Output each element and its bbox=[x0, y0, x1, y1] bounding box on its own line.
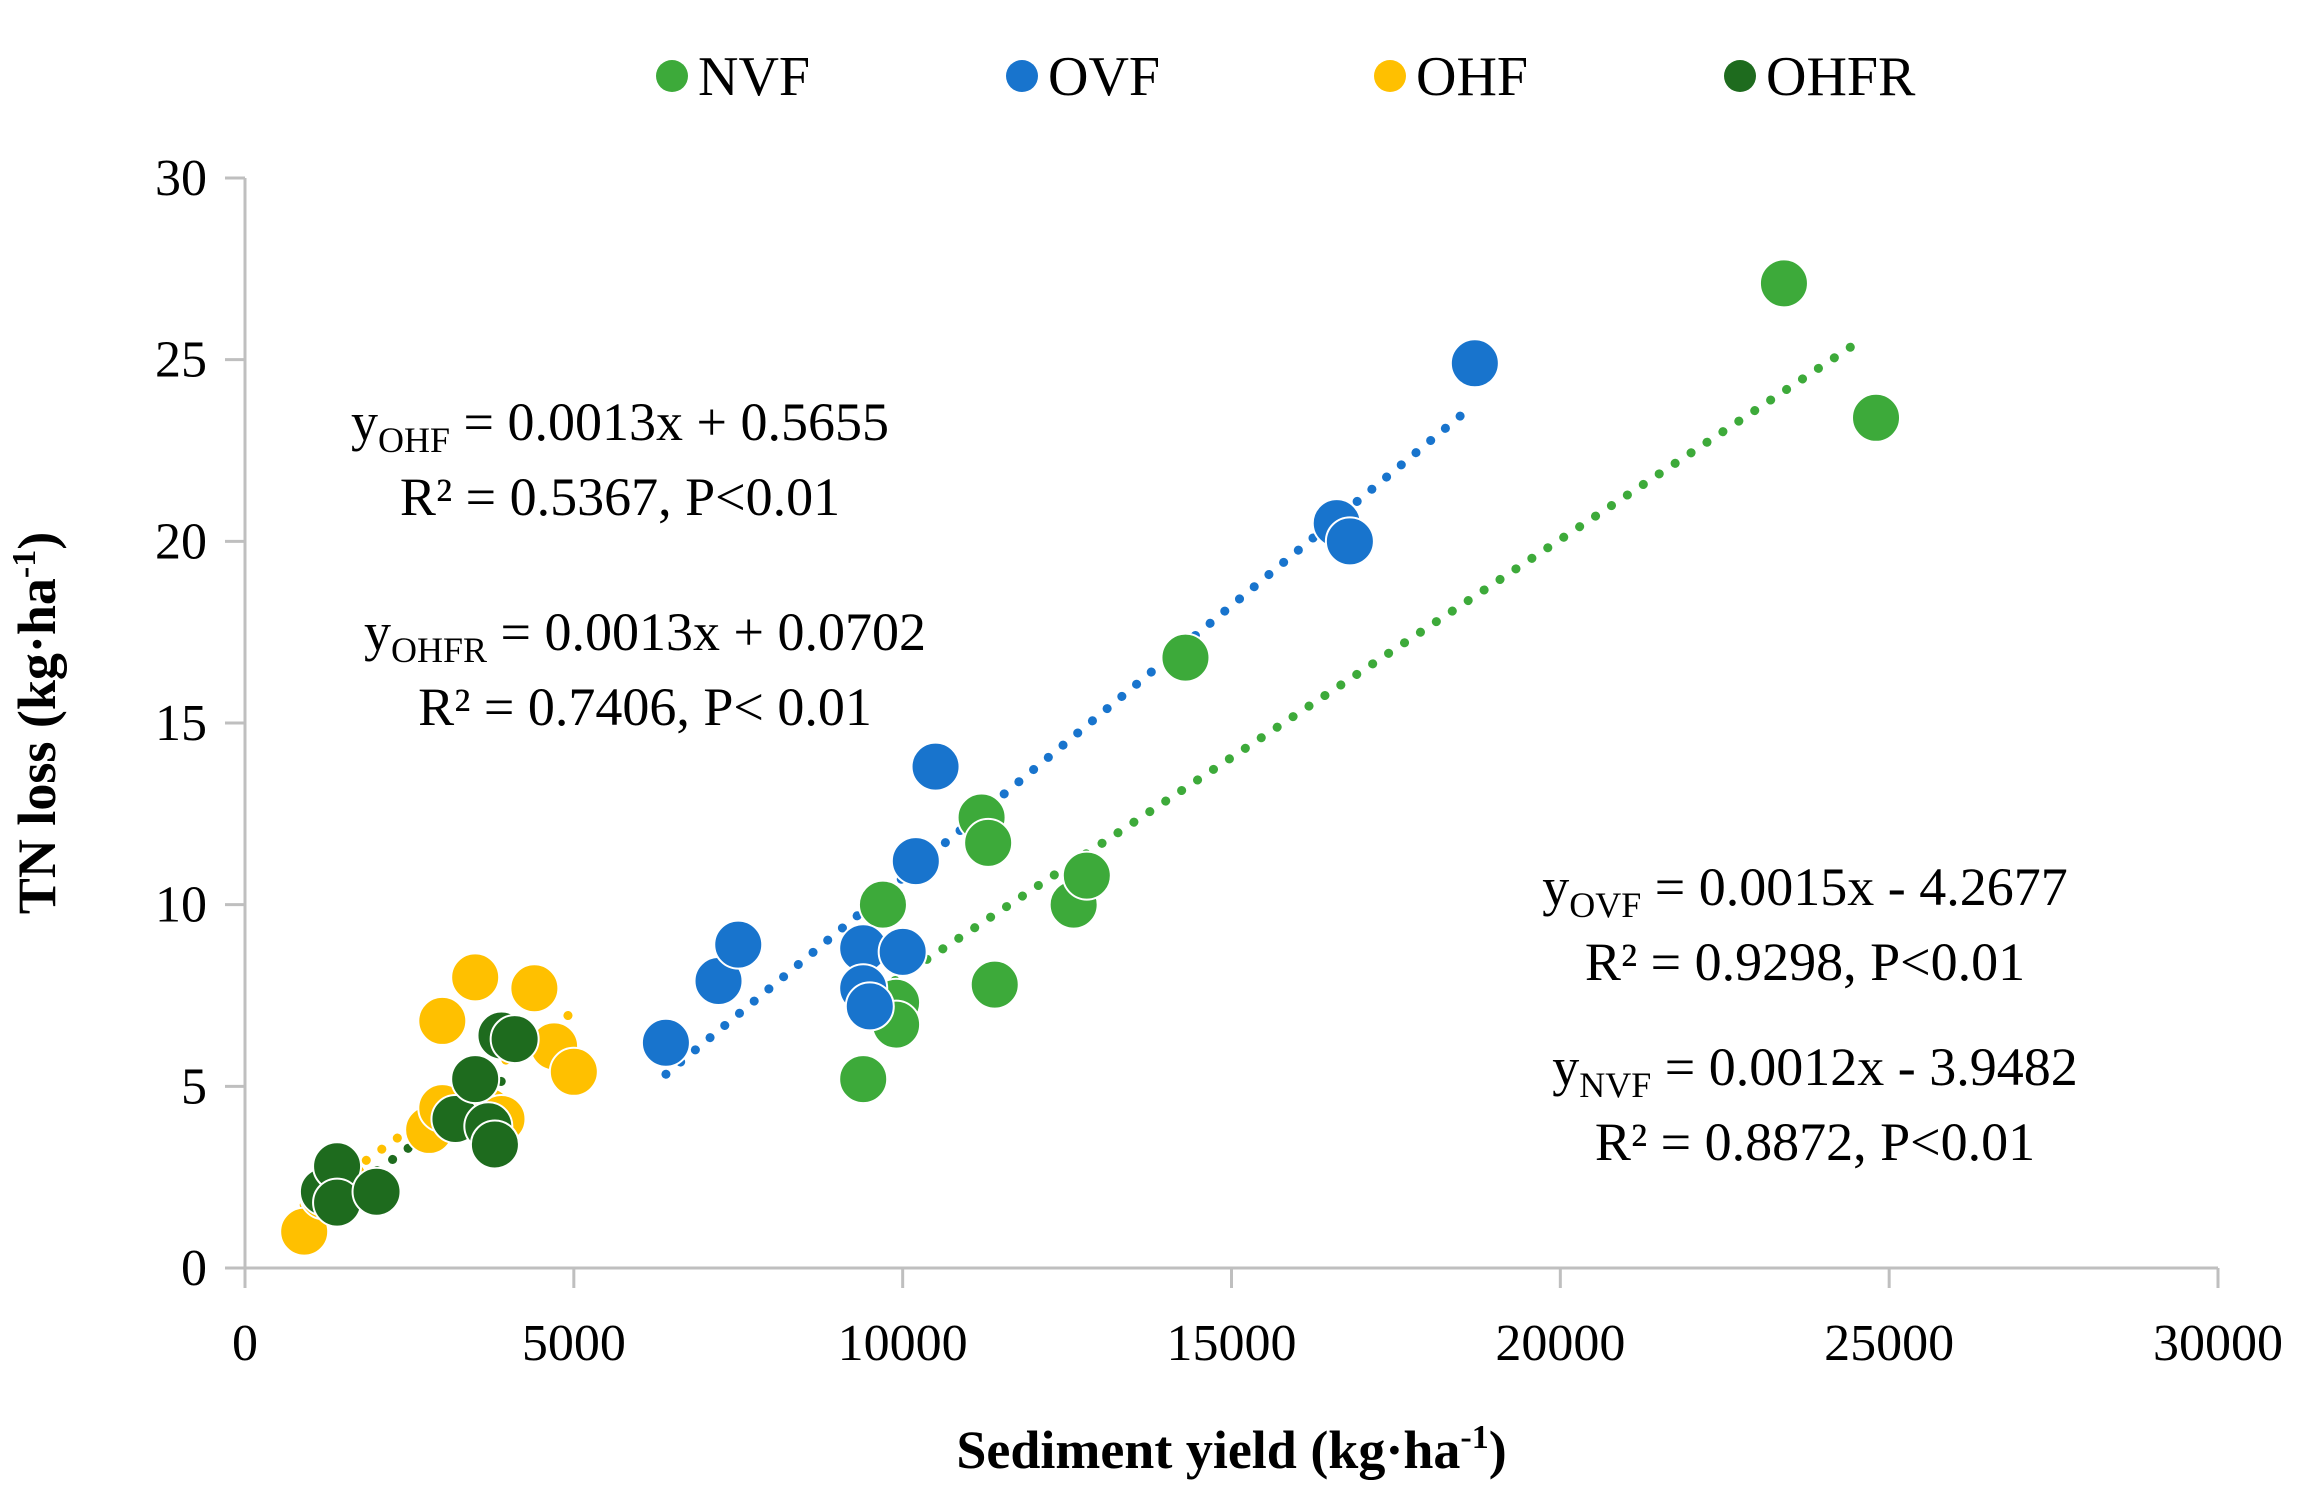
x-tick-label: 30000 bbox=[2153, 1315, 2283, 1372]
point-nvf bbox=[963, 817, 1014, 868]
point-nvf bbox=[1758, 258, 1809, 309]
x-axis-title: Sediment yield (kg·ha-1) bbox=[956, 1419, 1506, 1480]
equation-rhs: = 0.0015x - 4.2677 bbox=[1641, 857, 2067, 917]
equation-rhs: = 0.0013x + 0.0702 bbox=[487, 602, 926, 662]
legend-label-ovf: OVF bbox=[1048, 46, 1160, 108]
equation-y: y bbox=[1542, 857, 1569, 917]
point-nvf bbox=[857, 879, 908, 930]
point-ovf bbox=[640, 1017, 691, 1068]
y-tick-label: 5 bbox=[181, 1058, 207, 1115]
point-ohfr bbox=[450, 1054, 501, 1105]
y-tick-label: 30 bbox=[155, 150, 207, 207]
y-tick-label: 25 bbox=[155, 332, 207, 389]
equation-y: y bbox=[364, 602, 391, 662]
point-ovf bbox=[1449, 338, 1500, 389]
y-tick-label: 20 bbox=[155, 513, 207, 570]
equation-rhs: = 0.0013x + 0.5655 bbox=[450, 392, 889, 452]
point-nvf bbox=[838, 1054, 889, 1105]
r-squared-nvf: R² = 0.8872, P<0.01 bbox=[1595, 1112, 2035, 1172]
y-axis-title: TN loss (kg·ha-1) bbox=[6, 532, 67, 914]
legend-label-ohf: OHF bbox=[1416, 46, 1528, 108]
point-nvf bbox=[969, 959, 1020, 1010]
point-ohfr bbox=[351, 1166, 402, 1217]
equation-subscript: OHF bbox=[378, 420, 450, 460]
x-tick-label: 5000 bbox=[522, 1315, 626, 1372]
x-tick-label: 10000 bbox=[838, 1315, 968, 1372]
r-squared-ovf: R² = 0.9298, P<0.01 bbox=[1585, 932, 2025, 992]
point-ovf bbox=[910, 741, 961, 792]
point-ohf bbox=[450, 952, 501, 1003]
y-tick-label: 0 bbox=[181, 1240, 207, 1297]
equation-ohf: yOHF = 0.0013x + 0.5655 bbox=[351, 392, 889, 460]
equation-y: y bbox=[351, 392, 378, 452]
equation-subscript: OVF bbox=[1569, 885, 1641, 925]
legend-marker-ohfr bbox=[1724, 60, 1756, 92]
point-ovf bbox=[877, 926, 928, 977]
point-ohf bbox=[548, 1046, 599, 1097]
point-ohfr bbox=[489, 1014, 540, 1065]
point-ovf bbox=[844, 981, 895, 1032]
y-axis-title-text: TN loss (kg·ha bbox=[7, 578, 67, 914]
legend-label-ohfr: OHFR bbox=[1766, 46, 1916, 108]
legend-marker-nvf bbox=[656, 60, 688, 92]
point-ovf bbox=[1324, 516, 1375, 567]
legend-marker-ohf bbox=[1374, 60, 1406, 92]
point-nvf bbox=[1851, 392, 1902, 443]
point-ohfr bbox=[469, 1119, 520, 1170]
equation-nvf: yNVF = 0.0012x - 3.9482 bbox=[1552, 1037, 2077, 1105]
y-tick-label: 10 bbox=[155, 877, 207, 934]
y-axis-title-sup: -1 bbox=[6, 550, 43, 578]
axis-titles: Sediment yield (kg·ha-1)TN loss (kg·ha-1… bbox=[6, 532, 1507, 1480]
legend: NVF OVF OHF OHFR bbox=[656, 46, 1916, 108]
x-tick-label: 25000 bbox=[1824, 1315, 1954, 1372]
axes-layer: 0 5 10 15 20 25 30 0 5000 10000 15000 20000 25000 300… bbox=[155, 150, 2283, 1372]
x-axis-title-sup: -1 bbox=[1460, 1419, 1488, 1456]
legend-marker-ovf bbox=[1006, 60, 1038, 92]
equation-subscript: OHFR bbox=[391, 630, 487, 670]
x-axis-title-end: ) bbox=[1489, 1420, 1507, 1480]
y-tick-label: 15 bbox=[155, 695, 207, 752]
equation-y: y bbox=[1552, 1037, 1579, 1097]
equation-rhs: = 0.0012x - 3.9482 bbox=[1651, 1037, 2077, 1097]
x-tick-label: 20000 bbox=[1495, 1315, 1625, 1372]
x-tick-label: 15000 bbox=[1167, 1315, 1297, 1372]
equation-ohfr: yOHFR = 0.0013x + 0.0702 bbox=[364, 602, 926, 670]
point-nvf bbox=[1160, 632, 1211, 683]
x-tick-label: 0 bbox=[232, 1315, 258, 1372]
equation-subscript: NVF bbox=[1579, 1065, 1651, 1105]
legend-label-nvf: NVF bbox=[698, 46, 810, 108]
point-ovf bbox=[713, 919, 764, 970]
point-nvf bbox=[1061, 850, 1112, 901]
r-squared-ohf: R² = 0.5367, P<0.01 bbox=[400, 467, 840, 527]
point-ohf bbox=[417, 995, 468, 1046]
point-ovf bbox=[890, 836, 941, 887]
points-layer bbox=[279, 258, 1902, 1257]
x-axis-title-text: Sediment yield (kg·ha bbox=[956, 1420, 1460, 1480]
r-squared-ohfr: R² = 0.7406, P< 0.01 bbox=[418, 677, 872, 737]
equation-ovf: yOVF = 0.0015x - 4.2677 bbox=[1542, 857, 2067, 925]
point-ohf bbox=[509, 963, 560, 1014]
y-axis-title-end: ) bbox=[7, 532, 67, 550]
